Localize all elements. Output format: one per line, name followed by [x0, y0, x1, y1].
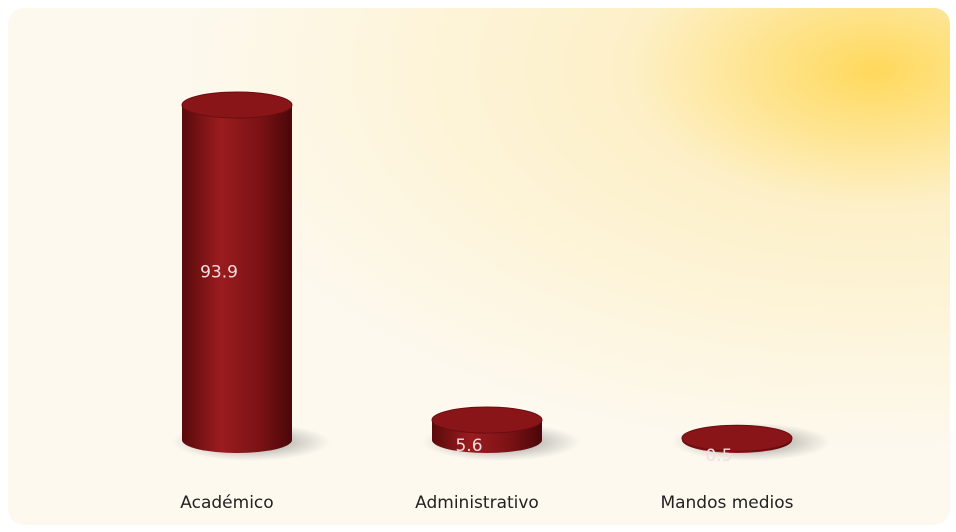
bar [182, 105, 292, 440]
bar-top [681, 424, 793, 452]
data-label: 93.9 [200, 263, 238, 283]
x-tick-label: Académico [180, 493, 273, 513]
bar-top [181, 91, 293, 119]
data-label: 5.6 [455, 436, 482, 456]
data-label: 0.5 [705, 446, 732, 466]
x-tick-label: Mandos medios [660, 493, 793, 513]
x-tick-label: Administrativo [415, 493, 539, 513]
bar-top [431, 406, 543, 434]
